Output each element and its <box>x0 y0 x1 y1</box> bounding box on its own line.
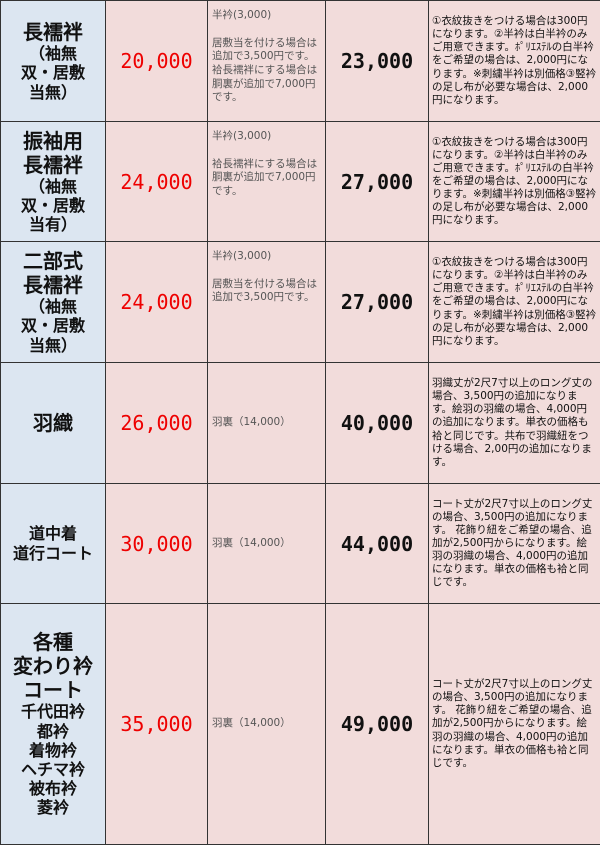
item-name-line: 振袖用 <box>1 129 105 153</box>
item-name: 各種変わり衿コート千代田衿都衿着物衿ヘチマ衿被布衿菱衿 <box>1 604 106 845</box>
total-price: 27,000 <box>326 122 429 242</box>
item-name-line: 長襦袢 <box>1 273 105 297</box>
item-name-line: 道行コート <box>1 544 105 563</box>
item-name-line: （袖無 <box>1 44 105 63</box>
item-name-line: 双・居敷 <box>1 63 105 82</box>
option-text: 袷長襦袢にする場合は胴裏が追加で7,000円です。 <box>212 158 317 197</box>
option-top: 半衿(3,000) <box>212 250 271 262</box>
base-price: 35,000 <box>106 604 208 845</box>
option-text: 羽裏（14,000） <box>212 537 291 549</box>
option-cell: 半衿(3,000) 居敷当を付ける場合は追加で3,500円です。袷長襦袢にする場合… <box>208 1 326 122</box>
item-name-line: （袖無 <box>1 177 105 196</box>
item-name-line: 二部式 <box>1 249 105 273</box>
option-text: 居敷当を付ける場合は追加で3,500円です。 <box>212 278 317 304</box>
option-top: 半衿(3,000) <box>212 130 271 142</box>
item-name-line: 双・居敷 <box>1 316 105 335</box>
total-price: 23,000 <box>326 1 429 122</box>
base-price: 24,000 <box>106 122 208 242</box>
item-name-line: 道中着 <box>1 524 105 543</box>
item-name: 羽織 <box>1 363 106 484</box>
base-price: 20,000 <box>106 1 208 122</box>
item-name-line: 着物衿 <box>1 741 105 760</box>
total-price: 44,000 <box>326 484 429 604</box>
item-name-line: コート <box>1 678 105 702</box>
table-row: 羽織 26,000 羽裏（14,000） 40,000 羽織丈が2尺7寸以上のロ… <box>1 363 600 484</box>
item-name: 長襦袢（袖無双・居敷当無） <box>1 1 106 122</box>
base-price: 30,000 <box>106 484 208 604</box>
item-name-line: 千代田衿 <box>1 702 105 721</box>
option-cell: 半衿(3,000) 居敷当を付ける場合は追加で3,500円です。 <box>208 242 326 363</box>
item-name: 振袖用長襦袢（袖無双・居敷当有） <box>1 122 106 242</box>
table-row: 振袖用長襦袢（袖無双・居敷当有） 24,000 半衿(3,000) 袷長襦袢にする… <box>1 122 600 242</box>
option-cell: 羽裏（14,000） <box>208 604 326 845</box>
option-cell: 半衿(3,000) 袷長襦袢にする場合は胴裏が追加で7,000円です。 <box>208 122 326 242</box>
table-row: 二部式長襦袢（袖無双・居敷当無） 24,000 半衿(3,000) 居敷当を付ける… <box>1 242 600 363</box>
base-price: 26,000 <box>106 363 208 484</box>
item-name-line: （袖無 <box>1 297 105 316</box>
option-top: 半衿(3,000) <box>212 9 271 21</box>
note-cell: コート丈が2尺7寸以上のロング丈の場合、3,500円の追加になります。 花飾り紐… <box>429 604 600 845</box>
note-cell: ①衣紋抜きをつける場合は300円になります。②半衿は白半衿のみご用意できます。ﾎ… <box>429 122 600 242</box>
item-name-line: 羽織 <box>1 411 105 435</box>
item-name-line: 双・居敷 <box>1 196 105 215</box>
item-name-line: 都衿 <box>1 722 105 741</box>
table-row: 長襦袢（袖無双・居敷当無） 20,000 半衿(3,000) 居敷当を付ける場合は… <box>1 1 600 122</box>
item-name-line: 当無） <box>1 83 105 102</box>
item-name-line: 当無） <box>1 336 105 355</box>
note-cell: 羽織丈が2尺7寸以上のロング丈の場合、3,500円の追加になります。絵羽の羽織の… <box>429 363 600 484</box>
item-name: 二部式長襦袢（袖無双・居敷当無） <box>1 242 106 363</box>
option-cell: 羽裏（14,000） <box>208 363 326 484</box>
total-price: 27,000 <box>326 242 429 363</box>
note-cell: ①衣紋抜きをつける場合は300円になります。②半衿は白半衿のみご用意できます。ﾎ… <box>429 1 600 122</box>
item-name: 道中着道行コート <box>1 484 106 604</box>
item-name-line: 変わり衿 <box>1 654 105 678</box>
item-name-line: 当有） <box>1 215 105 234</box>
item-name-line: 長襦袢 <box>1 20 105 44</box>
item-name-line: ヘチマ衿 <box>1 760 105 779</box>
option-text: 居敷当を付ける場合は追加で3,500円です。袷長襦袢にする場合は胴裏が追加で7,… <box>212 37 317 104</box>
total-price: 40,000 <box>326 363 429 484</box>
note-cell: コート丈が2尺7寸以上のロング丈の場合、3,500円の追加になります。 花飾り紐… <box>429 484 600 604</box>
table-row: 道中着道行コート 30,000 羽裏（14,000） 44,000 コート丈が2… <box>1 484 600 604</box>
note-cell: ①衣紋抜きをつける場合は300円になります。②半衿は白半衿のみご用意できます。ﾎ… <box>429 242 600 363</box>
option-text: 羽裏（14,000） <box>212 717 291 729</box>
item-name-line: 各種 <box>1 630 105 654</box>
table-row: 各種変わり衿コート千代田衿都衿着物衿ヘチマ衿被布衿菱衿 35,000 羽裏（14… <box>1 604 600 845</box>
option-text: 羽裏（14,000） <box>212 416 291 428</box>
item-name-line: 被布衿 <box>1 779 105 798</box>
option-cell: 羽裏（14,000） <box>208 484 326 604</box>
total-price: 49,000 <box>326 604 429 845</box>
item-name-line: 菱衿 <box>1 798 105 817</box>
base-price: 24,000 <box>106 242 208 363</box>
item-name-line: 長襦袢 <box>1 153 105 177</box>
